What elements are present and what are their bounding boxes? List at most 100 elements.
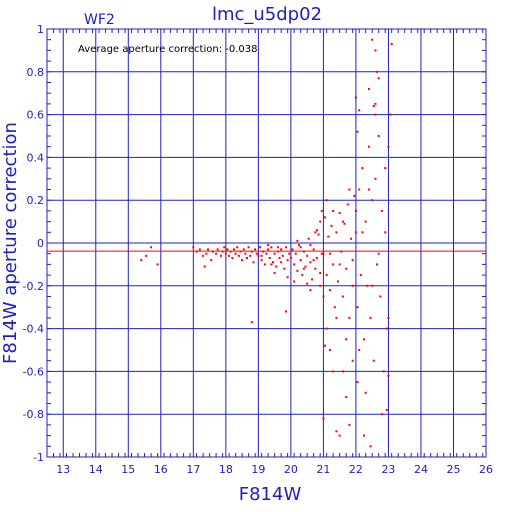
data-point	[322, 295, 325, 298]
data-point	[285, 246, 288, 249]
data-point	[367, 145, 370, 148]
grid-lines	[46, 28, 487, 458]
data-point	[257, 254, 260, 257]
data-point	[203, 265, 206, 268]
data-point	[319, 284, 322, 287]
data-point	[286, 276, 289, 279]
data-point	[361, 231, 364, 234]
data-point	[390, 42, 393, 45]
data-point	[366, 284, 369, 287]
data-point	[258, 246, 261, 249]
data-point	[272, 261, 275, 264]
data-point	[260, 254, 263, 257]
data-point	[298, 244, 301, 247]
y-tick-label: -0.2	[23, 280, 44, 293]
chart-title: lmc_u5dp02	[212, 4, 322, 25]
data-point	[324, 344, 327, 347]
data-point	[335, 316, 338, 319]
data-point	[219, 254, 222, 257]
data-point	[377, 135, 380, 137]
data-point	[294, 252, 297, 255]
data-point	[345, 338, 348, 341]
x-tick-label: 19	[251, 463, 265, 476]
data-point	[273, 252, 276, 255]
y-tick-label: 1	[37, 23, 44, 36]
data-point	[293, 280, 296, 283]
data-point	[324, 216, 327, 219]
data-point	[309, 244, 312, 247]
data-point	[312, 248, 315, 251]
data-point	[356, 130, 359, 133]
data-point	[254, 248, 257, 251]
data-point	[210, 259, 213, 262]
data-point	[247, 246, 250, 249]
data-point	[140, 259, 143, 262]
data-point	[296, 239, 299, 242]
data-point	[374, 49, 377, 52]
data-point	[372, 359, 375, 362]
y-tick-label: 0.6	[27, 109, 45, 122]
data-point	[377, 77, 380, 80]
data-point	[333, 306, 336, 309]
y-axis-label: F814W aperture correction	[0, 122, 21, 364]
data-point	[306, 282, 309, 285]
data-point	[275, 265, 278, 268]
data-point	[288, 252, 291, 255]
data-point	[380, 209, 383, 212]
data-point	[340, 250, 343, 253]
x-tick-label: 26	[479, 463, 493, 476]
data-point	[309, 261, 312, 264]
data-point	[241, 259, 244, 262]
data-point	[374, 102, 377, 105]
data-point	[359, 274, 362, 277]
data-point	[325, 327, 328, 330]
data-point	[371, 38, 374, 41]
data-point	[250, 321, 253, 324]
data-point	[315, 256, 318, 259]
data-point	[281, 254, 284, 257]
data-point	[156, 263, 159, 266]
data-point	[211, 250, 214, 253]
data-point	[348, 188, 351, 191]
data-point	[369, 316, 372, 319]
data-point	[320, 252, 323, 255]
data-point	[265, 252, 268, 255]
data-point	[263, 263, 266, 266]
data-point	[262, 250, 265, 253]
data-point	[325, 274, 328, 277]
tick-labels: 13 14 15 16 17 18 19 20 21 22 23 24 25 26 -1 -0.8 -0.6 -0…	[23, 23, 493, 476]
data-point	[270, 246, 273, 249]
data-point	[387, 374, 390, 377]
data-point	[330, 224, 333, 227]
data-point	[364, 391, 367, 394]
data-point	[205, 252, 208, 255]
x-tick-label: 21	[316, 463, 330, 476]
data-point	[299, 259, 302, 262]
data-point	[337, 280, 340, 283]
data-point	[384, 231, 387, 234]
data-point	[343, 222, 346, 225]
data-point	[307, 237, 310, 240]
data-point	[335, 231, 338, 234]
data-point	[320, 209, 323, 212]
y-tick-label: 0	[37, 237, 44, 250]
data-point	[348, 423, 351, 426]
data-point	[150, 246, 153, 249]
data-point	[358, 188, 361, 191]
x-tick-label: 15	[121, 463, 135, 476]
y-tick-label: -1	[33, 451, 44, 464]
data-point	[224, 252, 227, 255]
data-point	[249, 254, 252, 257]
data-point	[354, 231, 357, 234]
data-points	[140, 38, 393, 448]
data-point	[346, 203, 349, 206]
data-point	[302, 250, 305, 253]
data-point	[285, 310, 288, 313]
data-point	[267, 248, 270, 251]
data-point	[322, 417, 325, 420]
data-point	[319, 220, 322, 223]
data-point	[335, 430, 338, 433]
data-point	[356, 306, 359, 309]
data-point	[338, 263, 341, 266]
